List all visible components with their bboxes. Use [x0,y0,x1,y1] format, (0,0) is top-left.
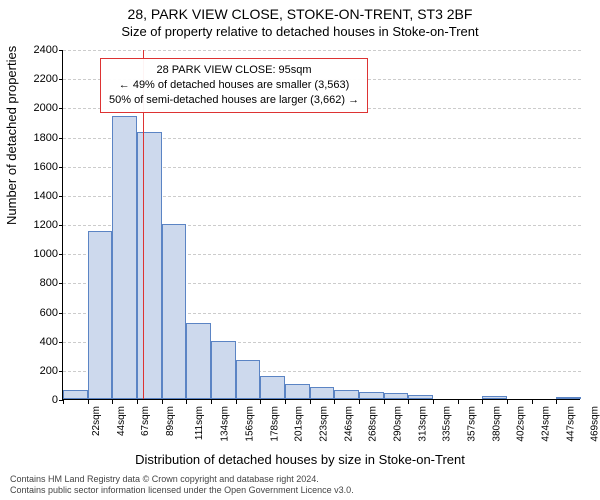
ytick-mark [59,108,63,109]
histogram-bar [310,387,335,399]
xtick-label: 402sqm [516,406,527,442]
ytick-mark [59,313,63,314]
xtick-mark [334,399,335,404]
histogram-bar [211,341,236,399]
footer-line: Contains HM Land Registry data © Crown c… [10,474,354,485]
y-axis-label: Number of detached properties [4,46,19,225]
xtick-label: 156sqm [245,406,256,442]
xtick-label: 178sqm [269,406,280,442]
ytick-mark [59,196,63,197]
xtick-label: 424sqm [541,406,552,442]
ytick-label: 200 [18,366,58,377]
ytick-mark [59,79,63,80]
ytick-mark [59,225,63,226]
xtick-label: 268sqm [368,406,379,442]
ytick-mark [59,254,63,255]
xtick-mark [458,399,459,404]
xtick-label: 22sqm [91,406,102,436]
ytick-label: 1800 [18,133,58,144]
xtick-mark [359,399,360,404]
footer-attribution: Contains HM Land Registry data © Crown c… [10,474,354,496]
annotation-line: 28 PARK VIEW CLOSE: 95sqm [109,63,359,78]
xtick-label: 246sqm [343,406,354,442]
ytick-label: 1000 [18,249,58,260]
xtick-mark [556,399,557,404]
xtick-label: 44sqm [116,406,127,436]
gridline [63,50,581,51]
xtick-label: 223sqm [319,406,330,442]
annotation-box: 28 PARK VIEW CLOSE: 95sqm ← 49% of detac… [100,58,368,113]
xtick-label: 380sqm [491,406,502,442]
ytick-label: 1200 [18,220,58,231]
ytick-label: 2000 [18,103,58,114]
histogram-bar [236,360,261,399]
xtick-label: 357sqm [467,406,478,442]
ytick-mark [59,50,63,51]
histogram-bar [359,392,384,399]
annotation-line: ← 49% of detached houses are smaller (3,… [109,78,359,93]
ytick-label: 1400 [18,191,58,202]
histogram-bar [186,323,211,399]
ytick-label: 2400 [18,45,58,56]
xtick-label: 67sqm [140,406,151,436]
histogram-bar [137,132,162,399]
chart-title: 28, PARK VIEW CLOSE, STOKE-ON-TRENT, ST3… [0,0,600,22]
footer-line: Contains public sector information licen… [10,485,354,496]
xtick-mark [260,399,261,404]
xtick-mark [88,399,89,404]
histogram-bar [482,396,507,399]
xtick-label: 335sqm [442,406,453,442]
xtick-mark [236,399,237,404]
histogram-bar [556,397,581,399]
ytick-label: 400 [18,337,58,348]
histogram-bar [162,224,187,399]
annotation-line: 50% of semi-detached houses are larger (… [109,93,359,108]
xtick-mark [384,399,385,404]
xtick-label: 111sqm [194,406,205,440]
xtick-label: 469sqm [590,406,600,442]
xtick-mark [63,399,64,404]
xtick-label: 134sqm [220,406,231,442]
xtick-mark [186,399,187,404]
x-axis-label: Distribution of detached houses by size … [0,452,600,467]
ytick-mark [59,283,63,284]
chart-subtitle: Size of property relative to detached ho… [0,22,600,39]
ytick-label: 1600 [18,162,58,173]
histogram-bar [88,231,113,399]
chart-area: 0200400600800100012001400160018002000220… [62,50,580,400]
xtick-label: 313sqm [417,406,428,442]
ytick-label: 600 [18,308,58,319]
histogram-bar [408,395,433,399]
ytick-mark [59,167,63,168]
xtick-mark [137,399,138,404]
ytick-mark [59,342,63,343]
xtick-mark [507,399,508,404]
xtick-mark [482,399,483,404]
histogram-bar [63,390,88,399]
histogram-bar [112,116,137,399]
xtick-label: 201sqm [294,406,305,442]
xtick-label: 290sqm [393,406,404,442]
histogram-bar [334,390,359,399]
ytick-mark [59,138,63,139]
xtick-mark [408,399,409,404]
xtick-mark [433,399,434,404]
xtick-mark [112,399,113,404]
ytick-label: 0 [18,395,58,406]
histogram-bar [260,376,285,399]
xtick-mark [310,399,311,404]
histogram-bar [384,393,409,399]
xtick-mark [532,399,533,404]
xtick-mark [285,399,286,404]
ytick-label: 2200 [18,74,58,85]
xtick-label: 447sqm [565,406,576,442]
xtick-label: 89sqm [165,406,176,436]
xtick-mark [211,399,212,404]
histogram-bar [285,384,310,399]
ytick-mark [59,371,63,372]
xtick-mark [162,399,163,404]
ytick-label: 800 [18,278,58,289]
